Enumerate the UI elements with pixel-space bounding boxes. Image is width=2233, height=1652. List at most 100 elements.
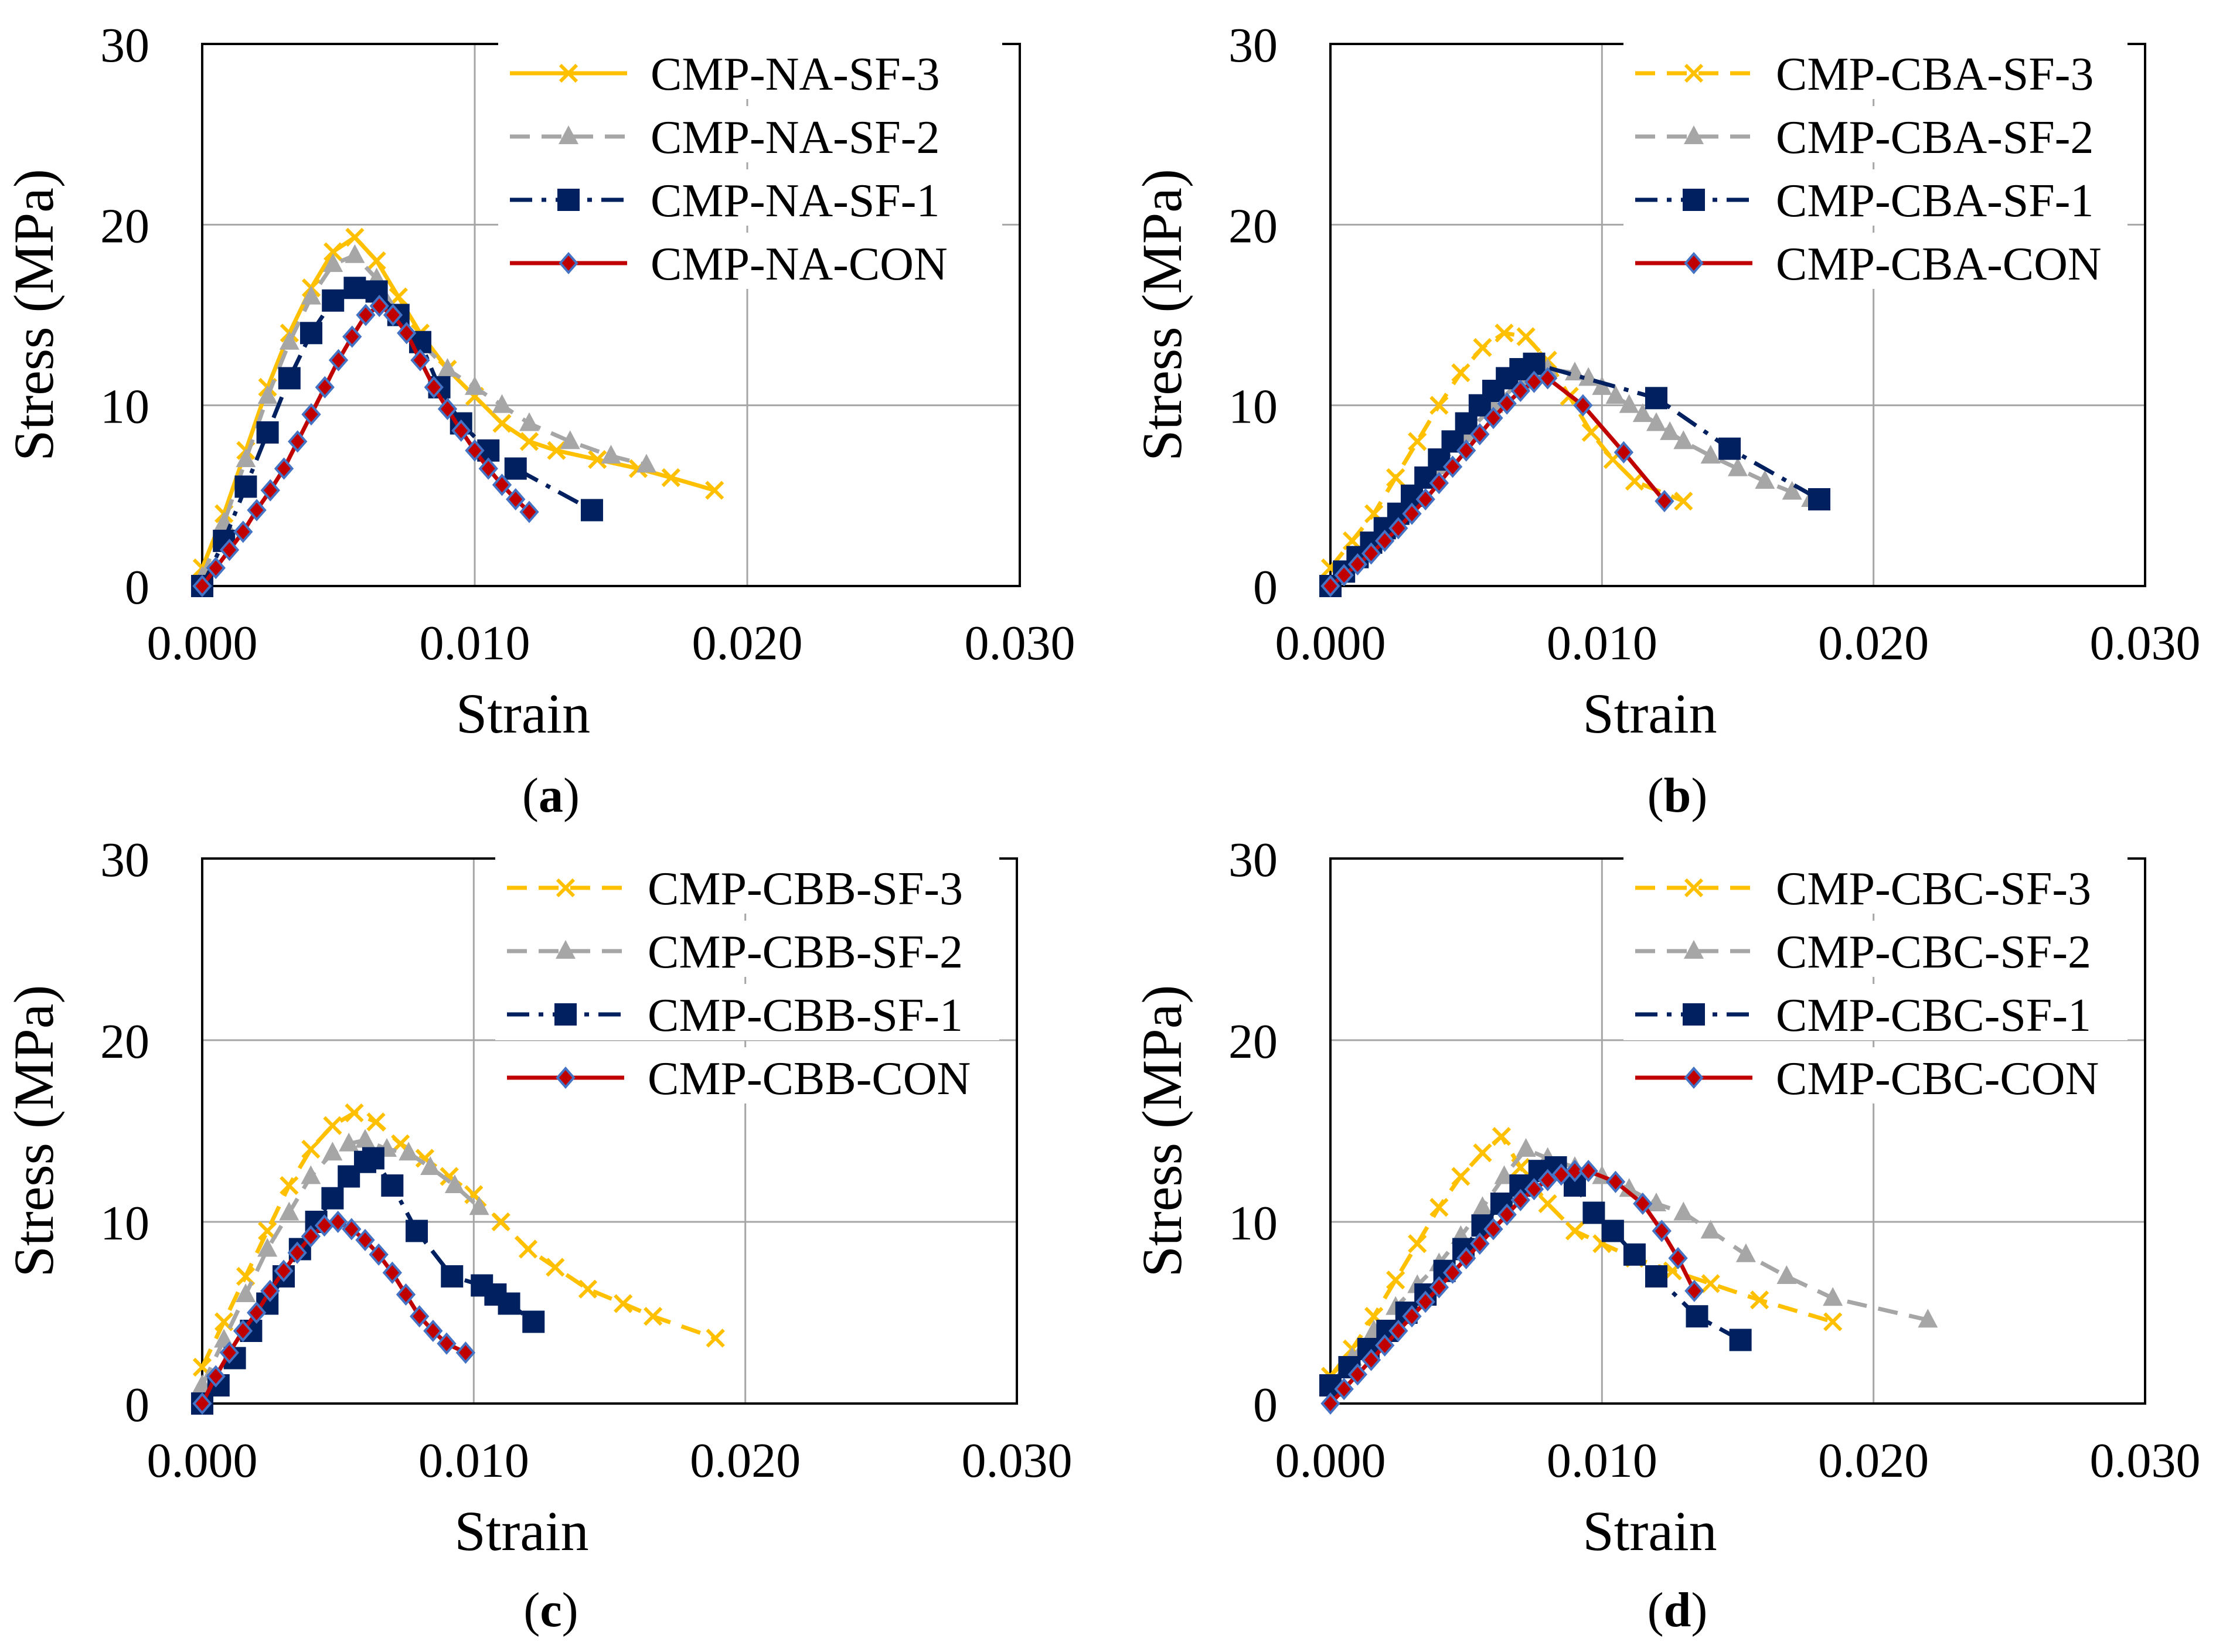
data-point [300,322,322,345]
data-point [1623,1243,1646,1266]
data-point [345,244,365,263]
legend-entry-background [498,43,1002,99]
data-point [437,1332,457,1355]
legend-label: CMP-NA-CON [651,239,948,290]
data-point [1334,564,1354,587]
legend-entry: CMP-CBC-SF-1 [1623,984,2128,1041]
legend-label: CMP-CBA-SF-3 [1776,49,2094,100]
data-point [1538,1194,1557,1214]
data-point [1408,1234,1427,1254]
data-point [345,227,365,247]
x-tick-label: 0.010 [420,616,530,670]
data-point [1755,470,1775,489]
data-point [1320,1392,1340,1415]
legend-label: CMP-CBB-SF-2 [648,927,963,978]
data-point [661,468,680,488]
data-point [219,539,240,561]
legend-label: CMP-CBB-SF-3 [648,863,963,915]
x-tick-label: 0.030 [2090,1433,2201,1488]
data-point [366,1112,386,1132]
series-CMP-CBC-CON [1320,1160,1704,1415]
data-point [1728,457,1748,476]
data-point [455,1341,476,1364]
data-point [1483,407,1503,430]
legend-entry-background [498,106,1002,162]
data-point [315,376,335,398]
x-tick-label: 0.000 [1275,1433,1386,1488]
legend-label: CMP-CBB-SF-1 [648,990,963,1041]
y-tick-label: 20 [1228,199,1278,253]
legend-marker [1683,1003,1705,1026]
data-point [1601,1220,1624,1242]
data-point [234,475,257,498]
data-point [451,419,471,442]
data-point [1492,1127,1512,1146]
data-point [1451,1167,1470,1186]
data-point [705,481,724,500]
legend-marker [1683,189,1705,211]
legend-entry: CMP-NA-SF-1 [498,169,1002,227]
data-point [236,1283,256,1302]
legend-entry: CMP-NA-SF-2 [498,106,1002,164]
data-point [287,1241,307,1264]
data-point [465,439,485,462]
data-point [1510,1188,1530,1211]
data-point [301,1139,321,1159]
data-point [644,1307,663,1326]
legend-marker [559,125,578,144]
data-point [260,479,280,502]
data-point [1442,1261,1463,1284]
x-tick-label: 0.010 [1547,1433,1657,1488]
data-point [423,1319,443,1343]
data-point [519,432,539,451]
data-point [492,474,512,496]
x-tick-label: 0.010 [1547,616,1657,670]
data-point [1483,1218,1503,1241]
data-point [1823,1312,1843,1331]
data-point [206,1365,226,1388]
data-point [518,1239,538,1259]
data-point [279,1201,299,1221]
data-point [1619,1178,1639,1197]
data-point [328,349,349,372]
y-tick-label: 30 [1228,833,1278,887]
legend-entry: CMP-CBB-SF-3 [495,857,999,915]
data-point [437,397,458,420]
data-point [362,1147,384,1170]
panel-caption: (d) [1647,1583,1708,1637]
legend-label: CMP-NA-SF-1 [651,175,940,227]
data-point [1632,403,1653,423]
data-point [1516,327,1536,346]
x-tick-label: 0.030 [965,616,1075,670]
legend-marker [1684,940,1704,959]
data-point [1347,1363,1367,1386]
data-point [1456,439,1476,462]
data-point [288,430,308,453]
data-point [322,289,345,312]
legend-marker [1684,878,1704,898]
legend-entry: CMP-CBB-SF-1 [495,984,999,1041]
legend-entry-background [1623,43,2128,99]
y-axis-label: Stress (MPa) [2,169,65,461]
legend-marker [1684,251,1704,275]
data-point [1749,1290,1769,1310]
legend-entry: CMP-CBA-SF-3 [1623,43,2128,100]
series-CMP-CBC-SF-3 [1320,1127,1843,1386]
data-point [383,304,403,326]
legend-entry-background [1623,233,2128,289]
series-CMP-CBB-SF-2 [192,1129,489,1393]
data-point [233,520,253,543]
panel-a: 0.000 0.010 0.020 0.030 0 10 20 30 Strain Stress … [2,18,1075,823]
y-tick-label: 0 [125,1378,149,1432]
data-point [274,457,294,480]
data-point [397,322,417,345]
data-point [1684,1279,1704,1302]
data-point [1655,490,1674,513]
data-point [1494,1165,1514,1184]
data-point [342,325,362,348]
data-point [396,1283,416,1306]
data-point [301,285,321,305]
legend-entry: CMP-CBA-CON [1623,233,2128,290]
data-point [1686,1305,1708,1328]
legend-marker [1684,1066,1704,1089]
